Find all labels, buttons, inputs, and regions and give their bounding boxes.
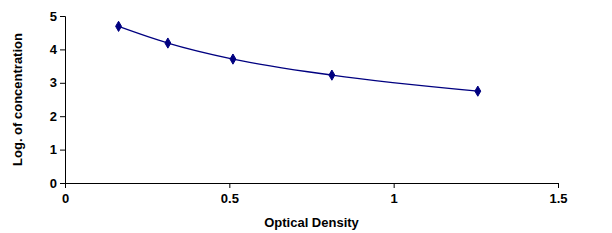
y-tick-mark bbox=[60, 183, 65, 184]
y-tick-mark bbox=[60, 150, 65, 151]
x-axis-line bbox=[66, 184, 559, 189]
marker bbox=[165, 38, 171, 48]
marker bbox=[329, 70, 335, 80]
y-tick-label: 1 bbox=[50, 142, 57, 157]
y-axis-title: Log. of concentration bbox=[10, 33, 25, 166]
line bbox=[119, 26, 478, 91]
x-tick-mark bbox=[394, 183, 395, 188]
x-tick: 0.5 bbox=[221, 183, 239, 206]
y-tick: 0 bbox=[50, 176, 65, 191]
x-tick-mark bbox=[229, 183, 230, 188]
x-tick-label: 0.5 bbox=[221, 191, 239, 206]
y-tick-label: 3 bbox=[50, 75, 57, 90]
chart: 0 0.5 1 1.5 0 1 2 3 4 5 Optical Density Log. of con… bbox=[0, 0, 612, 233]
y-tick: 5 bbox=[50, 9, 65, 24]
marker bbox=[475, 86, 481, 96]
x-tick-label: 1 bbox=[391, 191, 398, 206]
y-tick: 4 bbox=[50, 42, 65, 57]
y-tick-mark bbox=[60, 116, 65, 117]
x-tick: 0 bbox=[62, 183, 69, 206]
x-axis-title: Optical Density bbox=[264, 215, 359, 230]
x-tick: 1 bbox=[391, 183, 398, 206]
y-axis-line bbox=[60, 17, 66, 184]
series bbox=[116, 21, 481, 96]
y-tick: 3 bbox=[50, 75, 65, 90]
y-tick-label: 5 bbox=[50, 9, 57, 24]
x-tick-label: 0 bbox=[62, 191, 69, 206]
y-axis: 0 1 2 3 4 5 bbox=[50, 9, 66, 191]
y-tick-mark bbox=[60, 83, 65, 84]
y-tick: 1 bbox=[50, 142, 65, 157]
y-tick-mark bbox=[60, 49, 65, 50]
y-tick-label: 0 bbox=[50, 176, 57, 191]
y-tick-label: 4 bbox=[50, 42, 58, 57]
marker bbox=[116, 21, 122, 31]
x-tick-mark bbox=[558, 183, 559, 188]
x-axis: 0 0.5 1 1.5 bbox=[62, 183, 568, 206]
x-tick-label: 1.5 bbox=[549, 191, 567, 206]
marker bbox=[230, 54, 236, 64]
y-tick-mark bbox=[60, 16, 65, 17]
y-tick-label: 2 bbox=[50, 109, 57, 124]
y-tick: 2 bbox=[50, 109, 65, 124]
plot: 0 0.5 1 1.5 0 1 2 3 4 5 bbox=[50, 9, 568, 206]
x-tick: 1.5 bbox=[549, 183, 567, 206]
